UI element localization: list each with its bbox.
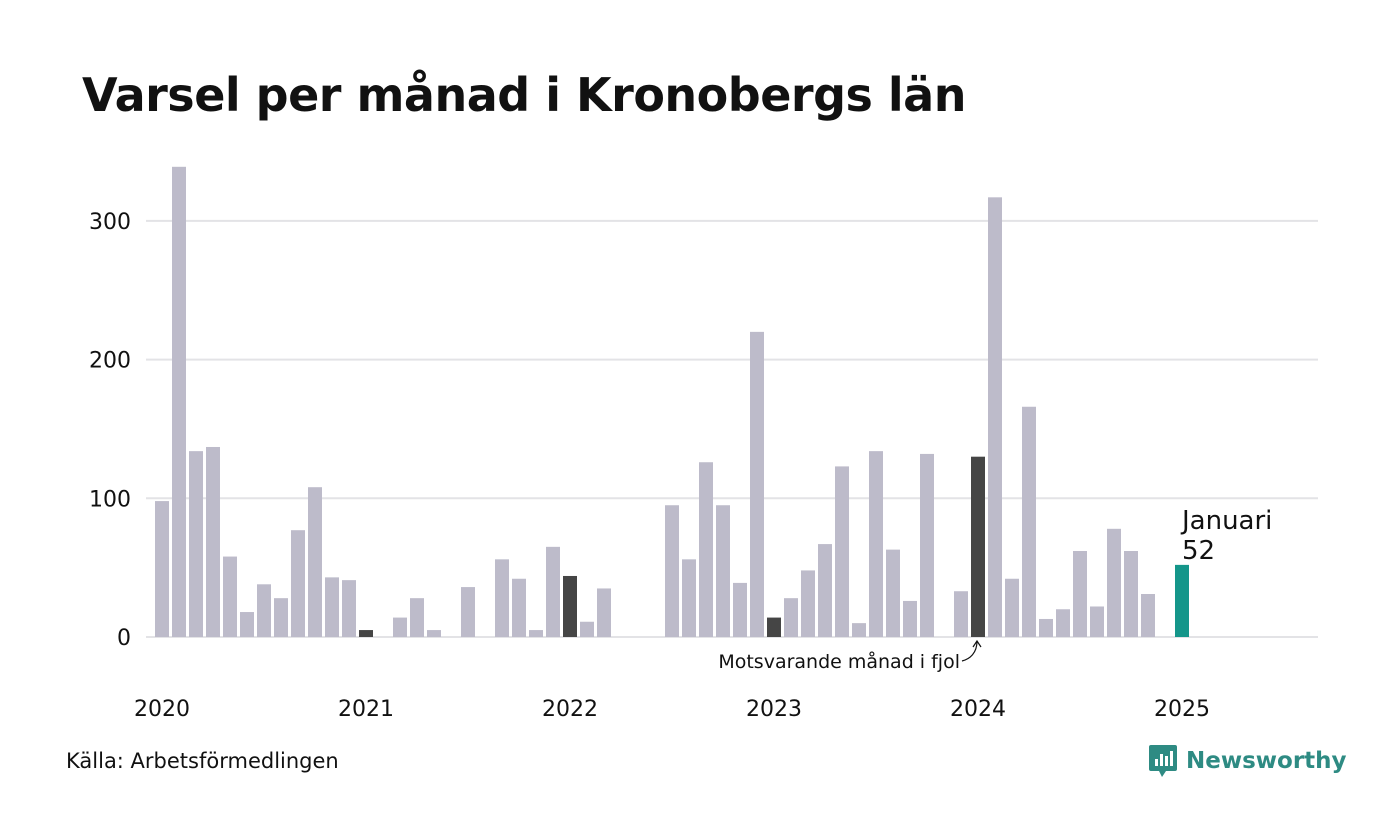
bar-2020-11 — [325, 577, 339, 637]
bar-2021-10 — [512, 578, 526, 637]
bar-2020-06 — [240, 612, 254, 637]
bar-2020-12 — [342, 580, 356, 637]
bar-2021-07 — [461, 587, 475, 637]
gridlines — [146, 219, 1318, 638]
current-month-label: Januari — [1180, 506, 1272, 536]
x-axis-ticks: 2020 2021 2022 2023 2024 2025 — [134, 697, 1210, 722]
bar-2022-12 — [750, 331, 764, 637]
x-tick-label: 2025 — [1154, 697, 1210, 722]
bar-2024-01 — [971, 456, 985, 637]
bar-2021-09 — [495, 559, 509, 637]
bar-2024-04 — [1022, 406, 1036, 637]
annotations: Januari 52 Motsvarande månad i fjol — [718, 506, 1272, 673]
bar-2023-12 — [954, 591, 968, 637]
same-month-last-year-label: Motsvarande månad i fjol — [718, 650, 960, 673]
bar-2024-08 — [1090, 606, 1104, 637]
bar-2025-01 — [1175, 564, 1189, 637]
bar-2021-05 — [427, 630, 441, 637]
y-tick-label: 300 — [89, 210, 131, 235]
same-month-arrowhead — [972, 639, 982, 648]
bar-2020-01 — [155, 501, 169, 637]
bar-2024-10 — [1124, 551, 1138, 637]
x-tick-label: 2023 — [746, 697, 802, 722]
bar-2022-03 — [597, 588, 611, 637]
x-tick-label: 2021 — [338, 697, 394, 722]
bar-2021-11 — [529, 630, 543, 637]
y-tick-label: 200 — [89, 349, 131, 374]
bar-2024-11 — [1141, 594, 1155, 637]
bars — [155, 166, 1189, 638]
bar-2024-09 — [1107, 528, 1121, 637]
bar-2020-10 — [308, 487, 322, 637]
bar-2023-01 — [767, 617, 781, 637]
bar-2021-01 — [359, 630, 373, 637]
bar-2022-09 — [699, 462, 713, 637]
bar-2023-02 — [784, 598, 798, 637]
brand-logo[interactable]: Newsworthy — [1148, 743, 1347, 779]
y-tick-label: 0 — [117, 626, 131, 651]
bar-2024-02 — [988, 197, 1002, 638]
bar-2024-05 — [1039, 618, 1053, 637]
x-tick-label: 2020 — [134, 697, 190, 722]
x-tick-label: 2024 — [950, 697, 1006, 722]
current-month-value: 52 — [1182, 536, 1215, 566]
bar-2022-10 — [716, 505, 730, 637]
bar-2024-07 — [1073, 551, 1087, 637]
bar-2023-03 — [801, 570, 815, 637]
bar-2021-04 — [410, 598, 424, 637]
bar-2020-02 — [172, 166, 186, 637]
source-note: Källa: Arbetsförmedlingen — [66, 749, 339, 773]
chart-title: Varsel per månad i Kronobergs län — [82, 68, 966, 122]
x-tick-label: 2022 — [542, 697, 598, 722]
bar-2020-03 — [189, 451, 203, 637]
bar-2021-03 — [393, 617, 407, 637]
same-month-arrow — [961, 640, 978, 662]
bar-2024-06 — [1056, 609, 1070, 637]
bar-2020-05 — [223, 556, 237, 637]
bar-2022-01 — [563, 575, 577, 637]
bar-2022-11 — [733, 582, 747, 637]
bar-2023-04 — [818, 544, 832, 637]
bar-2022-07 — [665, 505, 679, 637]
bar-2022-08 — [682, 559, 696, 637]
bar-2023-07 — [869, 451, 883, 637]
bar-2022-02 — [580, 621, 594, 637]
bar-2021-12 — [546, 546, 560, 637]
bar-2023-05 — [835, 466, 849, 637]
bar-2023-08 — [886, 549, 900, 637]
y-tick-label: 100 — [89, 487, 131, 512]
bar-2020-08 — [274, 598, 288, 637]
bar-2024-03 — [1005, 578, 1019, 637]
bar-2023-10 — [920, 453, 934, 637]
bar-2020-04 — [206, 446, 220, 637]
bar-2020-09 — [291, 530, 305, 637]
bar-2020-07 — [257, 584, 271, 637]
bar-2023-06 — [852, 623, 866, 637]
newsworthy-logo-icon — [1149, 745, 1177, 777]
brand-name: Newsworthy — [1186, 748, 1347, 774]
bar-2023-09 — [903, 600, 917, 637]
y-axis-ticks: 0 100 200 300 — [89, 210, 131, 651]
